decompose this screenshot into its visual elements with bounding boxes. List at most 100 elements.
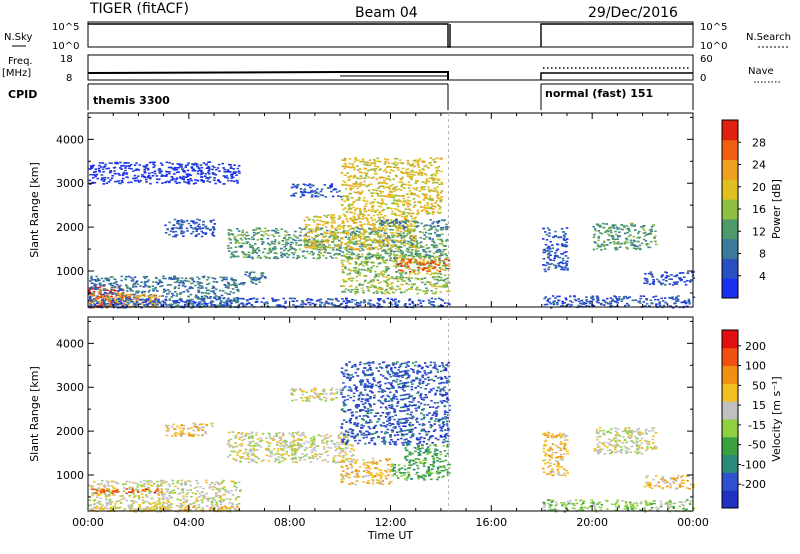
data-cell: [387, 274, 390, 277]
data-cell: [414, 216, 417, 219]
data-cell: [553, 255, 557, 258]
data-cell: [217, 180, 220, 182]
data-cell: [143, 295, 147, 298]
data-cell: [356, 218, 359, 221]
data-cell: [389, 257, 393, 259]
data-cell: [667, 275, 671, 277]
data-cell: [617, 298, 621, 301]
data-cell: [363, 229, 367, 231]
data-cell: [358, 217, 361, 220]
data-cell: [136, 283, 139, 285]
data-cell: [357, 216, 360, 218]
data-cell: [321, 245, 324, 247]
data-cell: [272, 235, 276, 238]
data-cell: [174, 230, 178, 233]
data-cell: [382, 270, 385, 272]
data-cell: [352, 270, 356, 272]
data-cell: [343, 181, 347, 184]
data-cell: [146, 304, 149, 307]
data-cell: [128, 297, 132, 300]
data-cell: [444, 265, 447, 268]
data-cell: [88, 299, 91, 302]
data-cell: [357, 183, 361, 185]
data-cell: [565, 298, 568, 301]
data-cell: [348, 239, 352, 242]
data-cell: [393, 255, 396, 257]
data-cell: [357, 253, 360, 256]
colorbar-tick-label: 12: [752, 225, 766, 238]
data-cell: [368, 159, 372, 161]
data-cell: [171, 177, 175, 180]
data-cell: [340, 237, 343, 239]
data-cell: [406, 247, 409, 250]
data-cell: [207, 276, 210, 278]
data-cell: [637, 237, 640, 239]
data-cell: [182, 177, 185, 180]
data-cell: [197, 167, 201, 169]
data-cell: [351, 163, 354, 165]
data-cell: [164, 277, 167, 280]
data-cell: [156, 303, 159, 306]
data-cell: [349, 291, 353, 293]
data-cell: [353, 174, 357, 177]
data-cell: [254, 301, 258, 303]
data-cell: [116, 302, 120, 304]
data-cell: [358, 214, 361, 216]
data-cell: [618, 296, 621, 298]
data-cell: [406, 212, 410, 214]
data-cell: [398, 214, 401, 217]
data-cell: [366, 161, 370, 164]
data-cell: [349, 240, 352, 243]
data-cell: [562, 239, 566, 241]
data-cell: [398, 181, 401, 183]
data-cell: [669, 297, 673, 299]
data-cell: [364, 216, 367, 219]
data-cell: [183, 181, 186, 183]
data-cell: [676, 281, 679, 283]
data-cell: [211, 231, 215, 233]
data-cell: [406, 201, 409, 204]
data-cell: [423, 196, 427, 199]
data-cell: [314, 235, 318, 237]
data-cell: [396, 285, 400, 288]
data-cell: [285, 231, 289, 234]
data-cell: [428, 255, 431, 258]
data-cell: [377, 254, 381, 257]
data-cell: [222, 277, 225, 279]
data-cell: [342, 279, 345, 281]
data-cell: [401, 162, 404, 164]
data-cell: [149, 176, 152, 179]
data-cell: [212, 497, 215, 499]
data-cell: [128, 488, 132, 491]
data-cell: [421, 168, 424, 170]
data-cell: [683, 300, 687, 302]
data-cell: [622, 225, 626, 227]
data-cell: [209, 305, 213, 308]
data-cell: [151, 302, 155, 305]
data-cell: [388, 187, 391, 189]
data-cell: [312, 184, 315, 187]
data-cell: [359, 161, 362, 163]
data-cell: [406, 242, 410, 245]
data-cell: [382, 181, 386, 183]
data-cell: [368, 202, 372, 204]
data-cell: [313, 221, 316, 223]
data-cell: [375, 178, 378, 181]
data-cell: [196, 170, 200, 172]
data-cell: [140, 306, 143, 309]
data-cell: [407, 278, 411, 281]
data-cell: [426, 211, 430, 213]
data-cell: [378, 234, 381, 237]
data-cell: [117, 287, 121, 289]
data-cell: [355, 230, 359, 232]
data-cell: [633, 225, 636, 227]
data-cell: [348, 248, 351, 250]
data-cell: [129, 288, 133, 291]
data-cell: [90, 166, 93, 169]
data-cell: [93, 481, 96, 483]
data-cell: [239, 245, 243, 247]
data-cell: [416, 213, 419, 215]
data-cell: [199, 304, 202, 307]
data-cell: [105, 498, 108, 500]
data-cell: [390, 239, 394, 242]
